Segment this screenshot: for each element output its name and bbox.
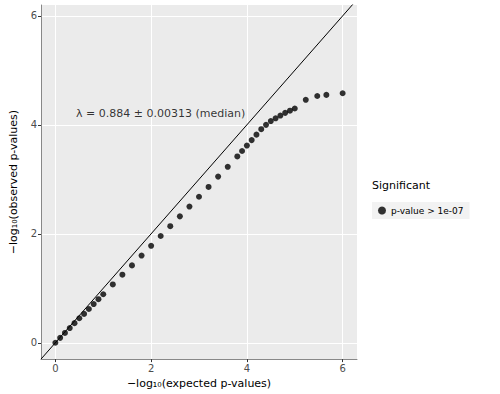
- svg-text:−log₁₀(observed p-values): −log₁₀(observed p-values): [7, 110, 20, 254]
- svg-text:−log₁₀(expected p-values): −log₁₀(expected p-values): [127, 377, 271, 390]
- svg-text:4: 4: [244, 363, 250, 374]
- svg-text:6: 6: [339, 363, 345, 374]
- svg-text:6: 6: [31, 10, 37, 21]
- svg-text:4: 4: [31, 119, 37, 130]
- svg-text:2: 2: [148, 363, 154, 374]
- svg-text:2: 2: [31, 228, 37, 239]
- svg-text:λ = 0.884 ± 0.00313 (median): λ = 0.884 ± 0.00313 (median): [76, 107, 245, 120]
- svg-text:Significant: Significant: [372, 179, 431, 192]
- svg-text:p-value > 1e-07: p-value > 1e-07: [391, 206, 464, 216]
- svg-text:0: 0: [52, 363, 58, 374]
- svg-text:0: 0: [31, 337, 37, 348]
